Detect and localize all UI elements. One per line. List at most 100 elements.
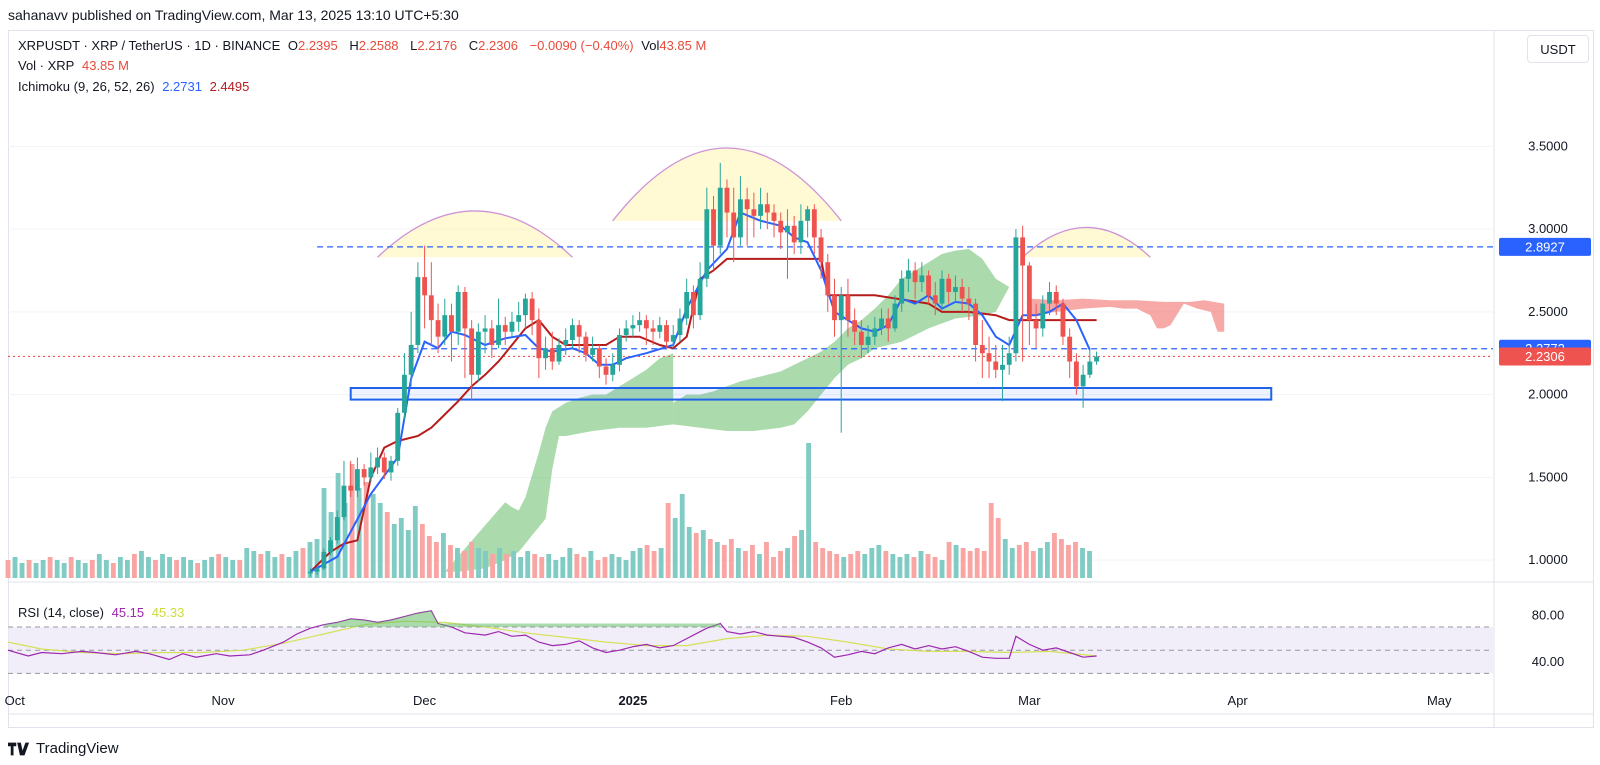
candle [395,412,401,461]
time-tick-label: Oct [5,693,26,708]
legend-vol[interactable]: Vol · XRP 43.85 M [18,58,133,73]
volume-bar [630,551,636,578]
candle [677,318,683,336]
candle [556,344,562,362]
candle [1094,356,1099,362]
volume-bar [258,554,264,578]
footer-brand[interactable]: TradingView [8,740,119,757]
volume-bar [89,560,95,578]
volume-bar [153,560,158,578]
candle [751,209,757,216]
volume-bar [483,551,488,578]
volume-bar [12,557,18,578]
unit-button[interactable]: USDT [1527,35,1589,63]
tenkan-line [309,211,1091,573]
volume-bar [714,542,720,578]
candle [1006,353,1012,365]
candle [563,340,569,345]
volume-bar [511,551,517,578]
volume-bar [103,560,109,578]
candle [852,320,858,332]
volume-bar [40,560,46,578]
volume-bar [286,557,292,578]
volume-bar [131,554,137,578]
price-tick-label: 1.0000 [1528,552,1568,567]
price-badge [1499,237,1591,256]
candle [811,209,817,238]
volume-bar [455,548,460,578]
candle [428,295,434,321]
time-tick-label: Feb [830,693,852,708]
volume-bar [855,551,861,578]
candle [926,275,931,296]
price-levels-layer [8,246,1493,358]
legend-symbol[interactable]: XRPUSDT · XRP / TetherUS · 1D · BINANCE [18,38,281,53]
volume-bar [553,560,559,578]
candle [314,568,320,572]
volume-bar [848,554,854,578]
volume-bar [61,563,67,578]
candle [1087,361,1093,375]
volume-bar [146,557,151,578]
candle [798,220,804,243]
candle [724,187,730,213]
candle [1060,303,1066,337]
candle [408,344,414,375]
volume-bar [609,554,615,578]
volume-bar [911,557,917,578]
volume-bar [532,554,538,578]
volume-bar [202,560,208,578]
candle [576,325,582,337]
rsi-line [7,610,1097,661]
volume-bar [876,545,882,578]
candle [549,348,555,362]
time-tick-label: 2025 [618,693,647,708]
volume-bar [490,554,496,578]
candle [375,457,380,468]
legend-high: H2.2588 [349,38,399,53]
rsi-tick-label: 40.00 [1532,654,1565,669]
legend-ichimoku[interactable]: Ichimoku (9, 26, 52, 26) 2.2731 2.4495 [18,79,253,94]
candle [670,335,676,342]
candle [953,287,958,292]
candle [516,315,522,322]
candle [496,325,501,345]
candle [832,295,837,321]
candle [348,485,354,491]
legend-rsi[interactable]: RSI (14, close) 45.15 45.33 [18,605,188,620]
volume-bar [68,557,74,578]
volume-bar [272,557,278,578]
volume-bar [967,551,973,578]
rsi-band-layer [8,626,1493,674]
volume-bar [658,548,664,578]
candle [1013,237,1019,354]
candle [946,278,952,292]
volume-bar [230,560,236,578]
candle [1080,374,1086,387]
candle [1040,303,1046,329]
volume-bar [890,554,896,578]
volume-bar [1023,542,1029,578]
candle [892,303,898,329]
pattern-arches-layer [377,147,1151,258]
candle [422,277,428,296]
candle [543,348,548,359]
volume-bar [441,533,446,578]
candle [328,540,333,552]
volume-bar [279,554,285,578]
volume-bar [33,563,39,578]
volume-bar [700,530,706,578]
price-badge-label: 2.8927 [1525,239,1565,254]
candles-layer [307,162,1099,577]
volume-bar [806,443,812,578]
volume-bar [1059,539,1064,578]
volume-bar [363,482,369,578]
volume-bar [707,539,713,578]
candle [966,298,972,304]
volume-bar [539,557,545,578]
candle [919,275,925,283]
volume-bar [841,557,847,578]
candle [758,204,763,216]
volume-bar [181,557,186,578]
